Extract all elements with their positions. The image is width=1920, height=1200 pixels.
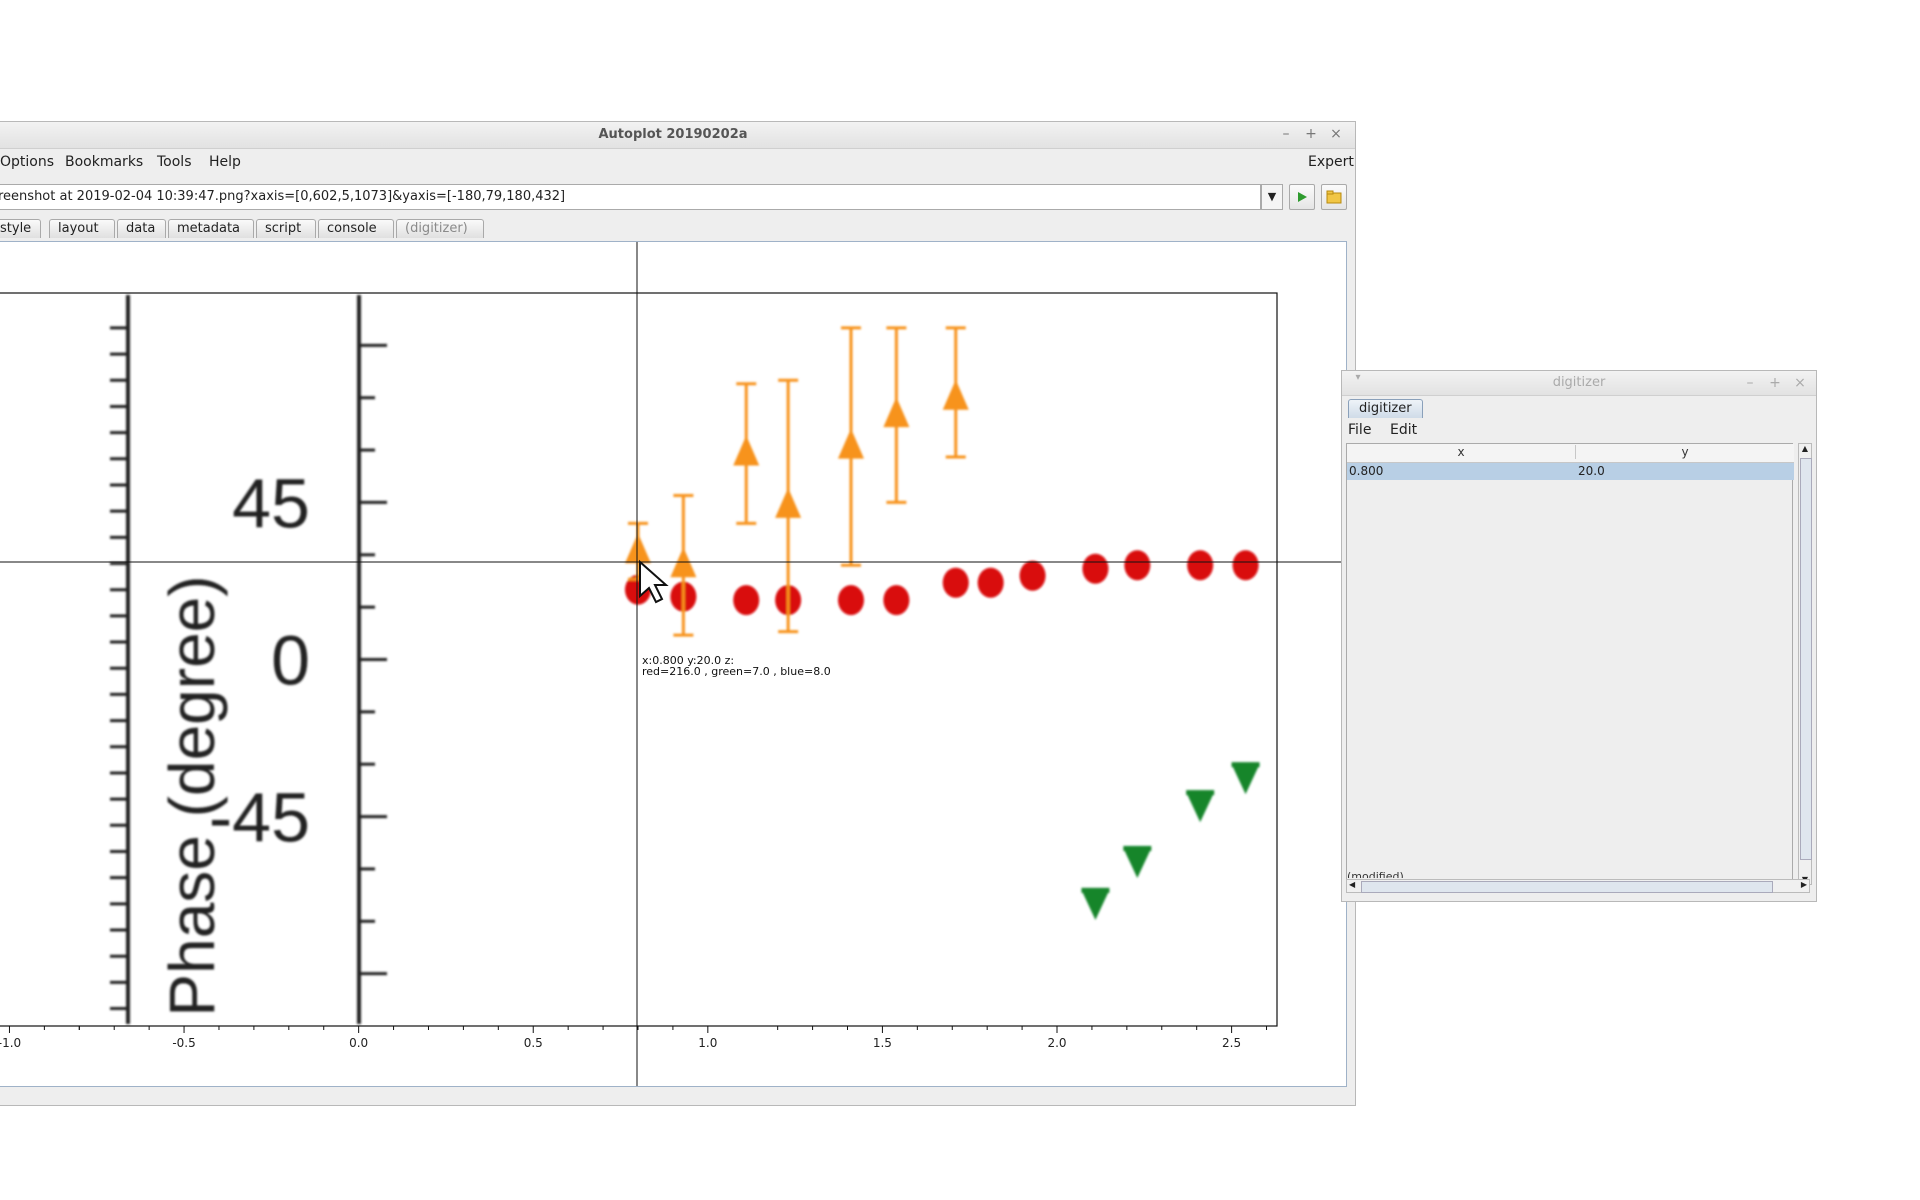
close-icon[interactable]: × [1330, 126, 1342, 142]
digitizer-table[interactable]: x y 0.800 20.0 (modified) [1346, 443, 1794, 883]
scan-y-tick-label: 45 [232, 464, 310, 542]
data-point-circle [1187, 550, 1214, 581]
data-point-triangle-up [837, 428, 864, 459]
expert-menu[interactable]: Expert [1308, 154, 1354, 170]
tab-metadata[interactable]: metadata [168, 219, 254, 238]
url-row: reenshot at 2019-02-04 10:39:47.png?xaxi… [0, 184, 1355, 212]
x-tick-label: 1.0 [698, 1036, 717, 1050]
scan-right-ticks [359, 343, 387, 976]
x-tick-label: -0.5 [172, 1036, 195, 1050]
cell-x[interactable]: 0.800 [1349, 464, 1384, 478]
hscrollbar-thumb[interactable] [1361, 881, 1773, 893]
data-point-circle [977, 567, 1004, 598]
cell-y[interactable]: 20.0 [1578, 464, 1605, 478]
digitizer-menu-edit[interactable]: Edit [1390, 422, 1418, 438]
x-tick-label: 1.5 [873, 1036, 892, 1050]
digitizer-titlebar[interactable]: ▾ digitizer – + × [1342, 371, 1816, 396]
x-tick-label: 0.5 [524, 1036, 543, 1050]
readout-line-2: red=216.0 , green=7.0 , blue=8.0 [642, 665, 831, 678]
tab-console[interactable]: console [318, 219, 394, 238]
menu-bookmarks[interactable]: Bookmarks [65, 154, 144, 170]
horizontal-scrollbar[interactable]: ◀ ▶ [1346, 879, 1810, 893]
chevron-down-icon[interactable]: ▼ [1261, 184, 1283, 210]
go-button[interactable] [1289, 184, 1315, 210]
data-point-triangle-down [1081, 889, 1110, 920]
autoplot-window: Autoplot 20190202a – + × Options Bookmar… [0, 121, 1356, 1106]
close-icon[interactable]: × [1794, 375, 1806, 391]
x-tick-label: -1.0 [0, 1036, 21, 1050]
plot-frame [0, 292, 1278, 1027]
data-point-triangle-down-cap [1186, 790, 1215, 796]
maximize-icon[interactable]: + [1769, 375, 1781, 391]
table-header: x y [1347, 444, 1794, 463]
data-point-triangle-up [624, 533, 651, 564]
data-point-triangle-up [883, 397, 910, 428]
window-menu-icon[interactable]: ▾ [1355, 372, 1361, 383]
data-point-triangle-up [942, 379, 969, 410]
digitizer-menubar: File Edit [1346, 419, 1793, 441]
digitizer-menu-file[interactable]: File [1348, 422, 1372, 438]
data-point-triangle-down-cap [1081, 887, 1110, 893]
minimize-icon[interactable]: – [1282, 126, 1290, 142]
x-axis: -1.0 -0.5 0.0 0.5 1.0 1.5 2.0 2.5 [0, 1026, 1268, 1050]
menubar: Options Bookmarks Tools Help Expert [0, 149, 1355, 175]
status-bar [0, 1090, 1347, 1104]
data-point-circle [883, 585, 910, 616]
plot-svg[interactable]: Phase (degree) 45 0 -45 -1.0 -0.5 0.0 0.5 1.… [0, 242, 1346, 1086]
digitizer-title: digitizer [1552, 375, 1606, 390]
scan-y-tick-label: -45 [209, 779, 310, 857]
data-point-circle [837, 585, 864, 616]
url-input[interactable]: reenshot at 2019-02-04 10:39:47.png?xaxi… [0, 184, 1261, 210]
table-row[interactable]: 0.800 20.0 [1347, 463, 1794, 480]
data-point-triangle-down [1231, 764, 1260, 795]
x-tick-label: 2.0 [1047, 1036, 1066, 1050]
menu-tools[interactable]: Tools [157, 154, 192, 170]
minimize-icon[interactable]: – [1746, 375, 1754, 391]
x-tick-label: 2.5 [1222, 1036, 1241, 1050]
folder-icon [1326, 190, 1342, 204]
mouse-pointer-icon [639, 559, 669, 604]
data-point-circle [1124, 550, 1151, 581]
crosshair-readout: x:0.800 y:20.0 z: red=216.0 , green=7.0 … [642, 655, 831, 677]
digitizer-tab[interactable]: digitizer [1348, 399, 1423, 418]
modified-status: (modified) [1347, 870, 1404, 878]
play-icon [1298, 192, 1307, 202]
scroll-up-icon[interactable]: ▲ [1801, 444, 1809, 453]
tab-style[interactable]: style [0, 219, 41, 238]
tab-digitizer[interactable]: (digitizer) [396, 219, 484, 238]
tab-data[interactable]: data [117, 219, 166, 238]
scrollbar-thumb[interactable] [1800, 458, 1812, 860]
data-point-circle [1082, 553, 1109, 584]
menu-help[interactable]: Help [209, 154, 241, 170]
data-point-triangle-up [733, 435, 760, 466]
scan-left-ticks [110, 326, 128, 1011]
scroll-right-icon[interactable]: ▶ [1800, 880, 1807, 889]
data-point-circle [1232, 550, 1259, 581]
maximize-icon[interactable]: + [1305, 126, 1317, 142]
column-header-y[interactable]: y [1681, 445, 1689, 459]
digitizer-window: ▾ digitizer – + × digitizer File Edit x … [1341, 370, 1817, 902]
data-point-triangle-down-cap [1231, 762, 1260, 768]
data-point-circle [1019, 560, 1046, 591]
main-titlebar[interactable]: Autoplot 20190202a – + × [0, 122, 1355, 149]
data-point-triangle-up [775, 487, 802, 518]
scan-y-tick-label: 0 [271, 622, 310, 700]
x-tick-label: 0.0 [349, 1036, 368, 1050]
data-markers [624, 326, 1260, 920]
scan-y-axis-label: Phase (degree) [156, 575, 228, 1016]
tab-script[interactable]: script [256, 219, 316, 238]
data-point-triangle-down [1186, 792, 1215, 823]
menu-options[interactable]: Options [0, 154, 55, 170]
open-file-button[interactable] [1321, 184, 1347, 210]
column-header-x[interactable]: x [1347, 445, 1576, 459]
data-point-triangle-down [1123, 847, 1152, 878]
data-point-circle [942, 567, 969, 598]
window-title: Autoplot 20190202a [598, 127, 748, 142]
tab-layout[interactable]: layout [49, 219, 115, 238]
readout-line-1: x:0.800 y:20.0 z: [642, 654, 735, 667]
data-point-triangle-down-cap [1123, 845, 1152, 851]
scroll-left-icon[interactable]: ◀ [1349, 880, 1356, 889]
data-point-circle [733, 585, 760, 616]
vertical-scrollbar[interactable]: ▲ ▼ [1798, 443, 1812, 885]
